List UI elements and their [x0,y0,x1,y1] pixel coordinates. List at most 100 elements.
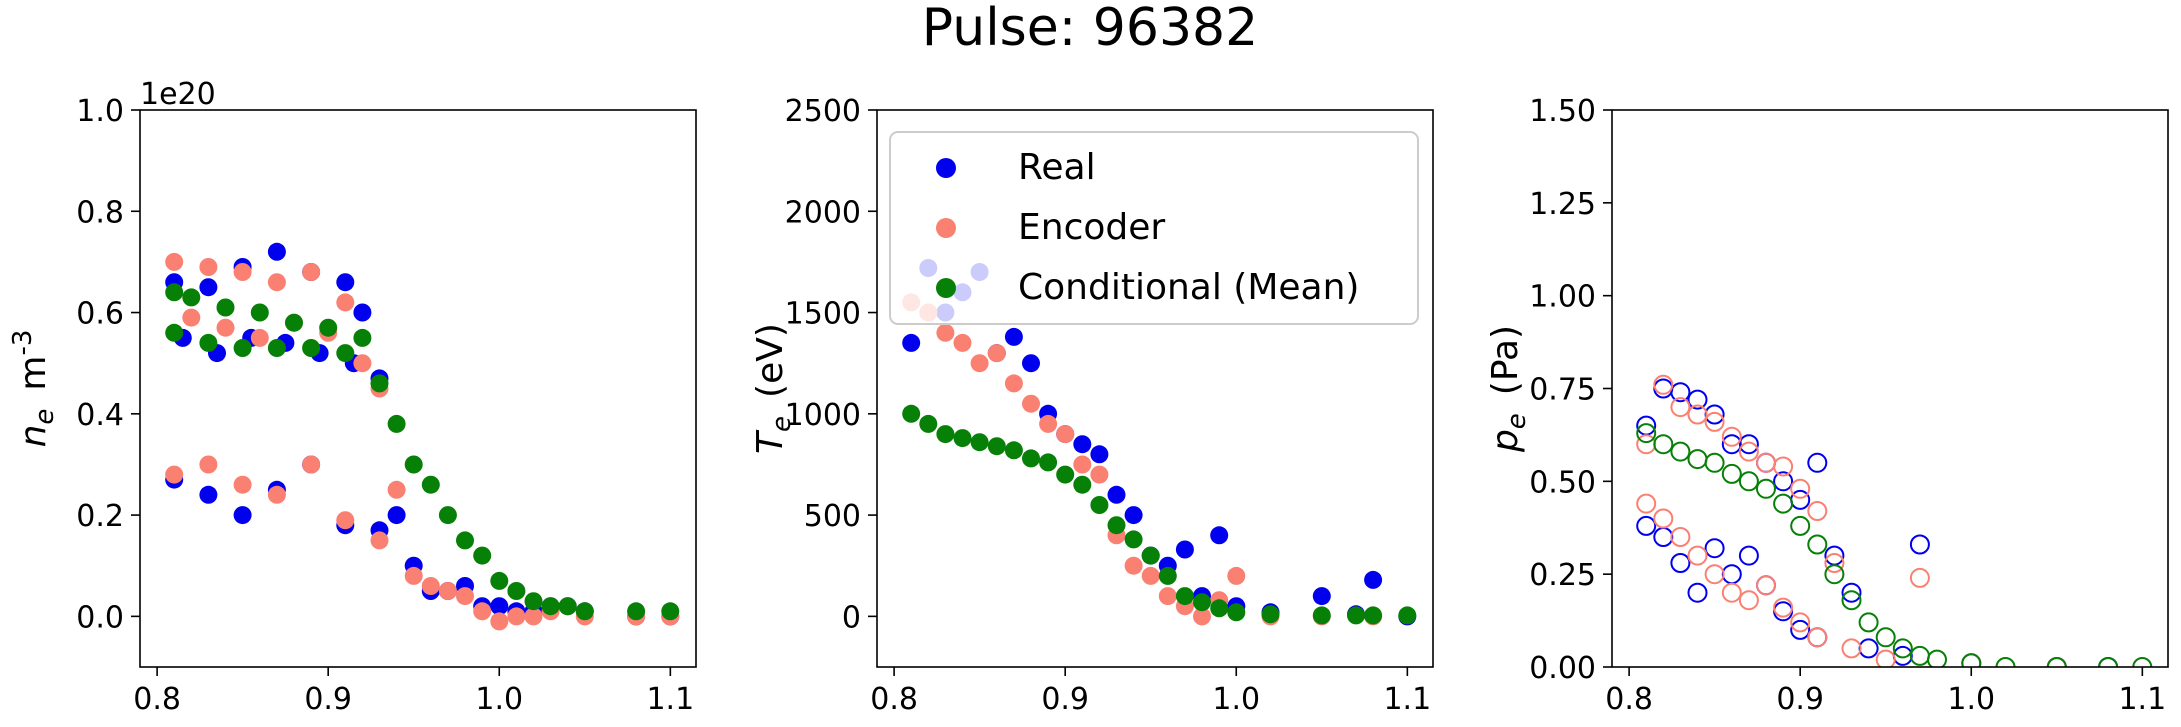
y-tick-label: 2000 [785,195,861,230]
point-encoder [1141,566,1160,585]
legend-box [889,131,1419,325]
point-conditional-mean [1875,627,1896,648]
point-conditional-mean [1004,441,1023,460]
point-conditional-mean [541,597,560,616]
point-real [1909,534,1930,555]
point-conditional-mean [473,546,492,565]
point-conditional-mean [1022,449,1040,468]
point-encoder [1721,582,1742,603]
point-encoder [165,252,184,271]
point-encoder [199,258,218,276]
figure-title: Pulse: 96382 [922,0,1258,58]
y-tick-label: 0.8 [76,195,124,230]
point-conditional-mean [936,425,955,444]
point-conditional-mean [165,323,184,342]
point-real [336,273,355,292]
point-encoder [1636,493,1657,514]
point-encoder [1124,556,1143,575]
point-real [199,485,218,504]
y-tick-label: 2500 [785,94,861,129]
legend-label: Real [1018,147,1096,188]
point-encoder [936,323,955,342]
panel-3: 0.8 0.9 1.0 1.1 0.00 0.25 0.50 0.75 1.00 1.25 1.50… [1485,94,2169,717]
x-tick-label: 0.8 [870,682,918,717]
axes-frame [876,109,1434,668]
point-conditional-mean [199,333,218,352]
point-encoder [456,587,474,606]
point-conditional-mean [1364,606,1383,625]
point-real [1670,553,1691,573]
point-encoder [1193,607,1211,626]
point-encoder [1807,501,1828,521]
point-encoder [1738,441,1759,462]
y-tick-label: 0.50 [1529,465,1596,500]
point-conditional-mean [2098,657,2119,667]
point-conditional-mean [353,328,372,347]
point-conditional-mean [267,339,286,357]
point-conditional-mean [1858,612,1879,633]
point-real [233,506,252,525]
point-encoder [1790,478,1811,499]
point-real [1687,582,1708,603]
point-conditional-mean [953,429,972,448]
points-panel-1 [165,242,680,631]
point-encoder [1790,612,1811,633]
x-tick-label: 1.0 [1947,682,1995,717]
point-encoder [438,582,457,600]
point-conditional-mean [1056,465,1075,484]
point-conditional-mean [1841,590,1862,611]
point-conditional-mean [1090,496,1109,514]
point-real [1738,434,1759,455]
point-real [1636,515,1657,536]
point-encoder [473,602,492,621]
y-tick-label: 1.0 [76,94,124,129]
point-encoder [1670,527,1691,547]
point-encoder [1653,374,1674,395]
point-encoder [1721,426,1742,447]
point-encoder [199,455,218,474]
point-encoder [1636,434,1657,455]
point-conditional-mean [575,602,594,621]
point-conditional-mean [1892,638,1913,659]
point-real [1107,485,1126,504]
point-real [1073,435,1092,454]
point-encoder [1909,567,1930,588]
point-encoder [1773,597,1794,618]
point-conditional-mean [2132,657,2153,667]
point-encoder [1704,564,1725,585]
point-real [1790,619,1811,640]
point-conditional-mean [250,303,269,322]
legend-marker [936,158,956,178]
point-conditional-mean [233,339,252,357]
axes-frame [139,109,697,668]
point-conditional-mean [302,339,321,357]
point-real [1670,382,1691,403]
point-encoder [182,308,201,327]
y-tick-label: 1000 [785,398,861,433]
point-conditional-mean [1039,453,1058,472]
point-conditional-mean [370,374,389,393]
point-encoder [970,354,989,373]
point-encoder [1773,456,1794,477]
point-conditional-mean [1107,516,1126,535]
point-conditional-mean [627,602,646,621]
y-tick-label: 0.75 [1529,373,1596,408]
point-encoder [1227,566,1246,585]
point-conditional-mean [507,582,526,600]
y-tick-label: 1.50 [1529,94,1596,129]
point-encoder [1073,455,1092,474]
point-conditional-mean [490,571,509,590]
point-conditional-mean [319,318,338,337]
point-real [1090,445,1109,464]
panels: 0.8 0.9 1.0 1.1 0.0 0.2 0.4 0.6 0.8 1.0 1e20 ne m-3… [8,77,2169,717]
point-encoder [1670,397,1691,418]
point-conditional-mean [165,283,184,302]
point-conditional-mean [524,592,543,611]
point-real [1124,506,1143,525]
x-tick-label: 0.9 [304,682,352,717]
y-tick-label: 1.25 [1529,187,1596,222]
point-real [1807,452,1828,473]
offset-text: 1e20 [140,77,216,112]
point-encoder [165,465,184,484]
